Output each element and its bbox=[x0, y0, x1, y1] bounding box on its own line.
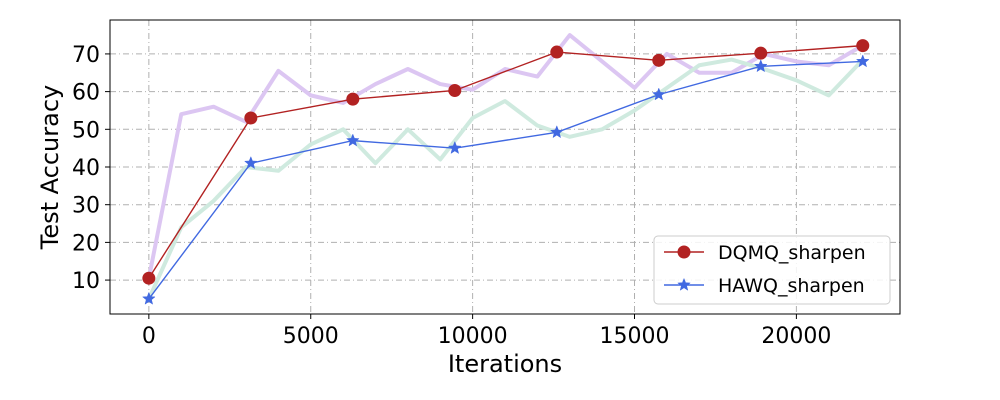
dqmq-sharpen-point bbox=[244, 111, 258, 125]
dqmq-sharpen-point bbox=[652, 53, 666, 67]
dqmq-sharpen-point bbox=[856, 39, 870, 53]
series-lines bbox=[142, 39, 870, 305]
background-curves bbox=[146, 33, 864, 301]
dqmq-sharpen-line bbox=[148, 44, 863, 279]
legend-marker-hawq-sharpen bbox=[677, 277, 691, 291]
x-axis-label: Iterations bbox=[448, 350, 562, 378]
hawq-sharpen-line bbox=[148, 60, 863, 300]
hawq-sharpen-point bbox=[855, 54, 870, 68]
background-curve bbox=[146, 33, 864, 281]
hawq-sharpen-point bbox=[753, 59, 768, 73]
x-tick-label: 10000 bbox=[438, 324, 508, 349]
legend-marker-dqmq-sharpen bbox=[677, 245, 691, 259]
grid bbox=[110, 20, 900, 314]
dqmq-sharpen-point bbox=[754, 46, 768, 60]
background-curve bbox=[146, 57, 864, 301]
y-tick-label: 30 bbox=[72, 194, 100, 219]
dqmq-sharpen-point bbox=[346, 92, 360, 106]
y-tick-label: 40 bbox=[72, 156, 100, 181]
y-tick-label: 10 bbox=[72, 269, 100, 294]
dqmq-sharpen-point bbox=[550, 45, 564, 59]
y-axis-label: Test Accuracy bbox=[36, 85, 64, 250]
x-tick-label: 5000 bbox=[283, 324, 339, 349]
x-tick-label: 15000 bbox=[600, 324, 670, 349]
hawq-sharpen-point bbox=[549, 125, 564, 139]
dqmq-sharpen-point bbox=[448, 83, 462, 97]
y-tick-label: 20 bbox=[72, 231, 100, 256]
y-tick-label: 60 bbox=[72, 81, 100, 106]
y-tick-label: 50 bbox=[72, 118, 100, 143]
hawq-sharpen-point bbox=[447, 140, 462, 154]
hawq-sharpen-point bbox=[244, 156, 258, 170]
hawq-sharpen-point bbox=[345, 133, 360, 147]
legend: DQMQ_sharpen HAWQ_sharpen bbox=[653, 235, 891, 305]
legend-box bbox=[653, 235, 891, 305]
legend-label-dqmq-sharpen: DQMQ_sharpen bbox=[718, 242, 866, 264]
x-tick-label: 20000 bbox=[761, 324, 831, 349]
hawq-sharpen-point bbox=[651, 87, 666, 101]
hawq-sharpen-point bbox=[142, 291, 156, 305]
x-tick-label: 0 bbox=[142, 324, 156, 349]
dqmq-sharpen-point bbox=[142, 271, 156, 285]
legend-label-hawq-sharpen: HAWQ_sharpen bbox=[718, 275, 865, 297]
y-tick-label: 70 bbox=[72, 43, 100, 68]
ticks: 0 5000 10000 15000 20000 10 20 30 40 50 60 70 bbox=[72, 43, 831, 349]
